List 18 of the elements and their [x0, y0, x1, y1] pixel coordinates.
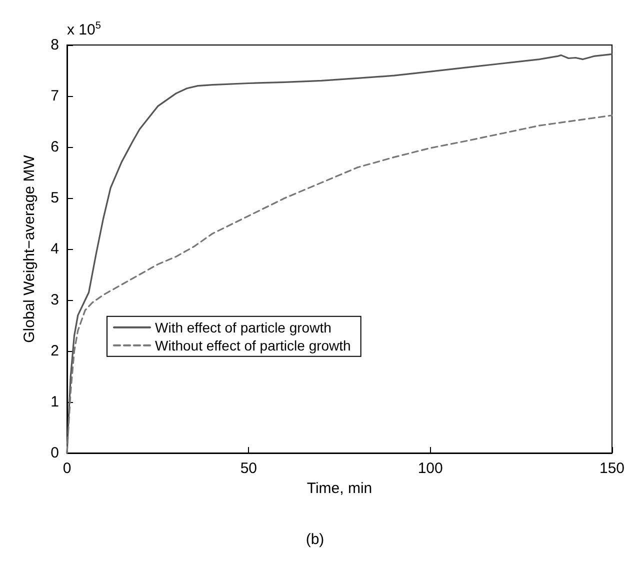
text: (b) — [306, 531, 324, 548]
y-tick-label: 8 — [50, 36, 59, 54]
x-tick-label: 0 — [62, 460, 72, 477]
y-axis-title: Global Weight−average MW — [21, 154, 38, 343]
x-axis-title: Time, min — [306, 480, 372, 497]
x-tick-label: 50 — [240, 460, 258, 477]
y-tick-label: 4 — [50, 240, 59, 258]
y-tick-label: 2 — [50, 342, 59, 360]
y-tick-label: 5 — [50, 190, 59, 206]
x-tick-label: 100 — [418, 460, 443, 477]
x-tick-label: 150 — [599, 460, 625, 477]
y-tick-label: 0 — [50, 444, 59, 462]
y-tick-label: 7 — [50, 88, 59, 104]
y-tick-label: 1 — [50, 394, 59, 410]
y-tick-label: 6 — [50, 138, 59, 156]
legend-label: With effect of particle growth — [155, 319, 332, 336]
legend-label: Without effect of particle growth — [155, 337, 351, 354]
y-tick-label: 3 — [50, 292, 59, 308]
